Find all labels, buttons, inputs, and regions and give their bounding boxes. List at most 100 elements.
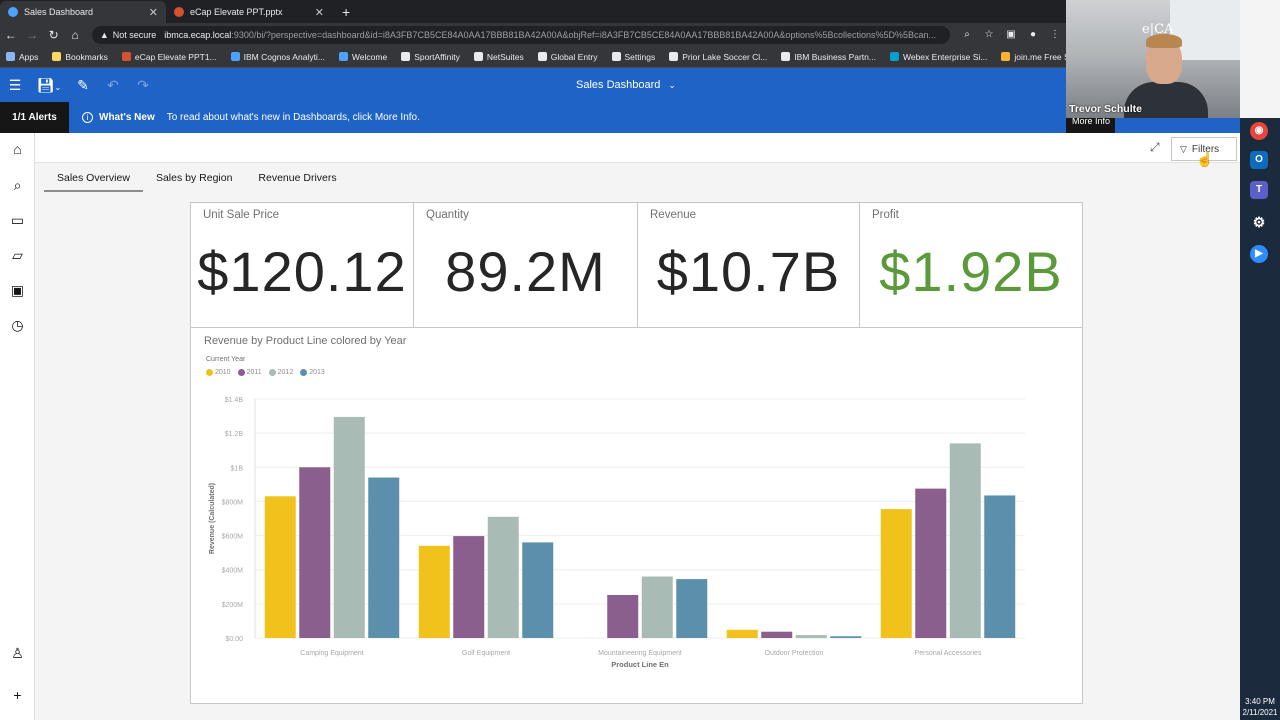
team-content-icon[interactable]: ▣	[10, 282, 25, 298]
back-icon[interactable]: ←	[4, 27, 17, 42]
browser-tab-title: eCap Elevate PPT.pptx	[190, 7, 283, 17]
outlook-icon[interactable]: O	[1250, 151, 1268, 169]
save-icon[interactable]: 💾︎⌄	[36, 76, 62, 93]
windows-taskbar: ◉ O T ⚙ ▶ 3:40 PM 2/11/2021	[1240, 118, 1280, 720]
dashboard-title[interactable]: Sales Dashboard ⌄	[576, 79, 676, 91]
alerts-count[interactable]: 1/1 Alerts	[0, 102, 69, 133]
bookmark-icon	[338, 52, 348, 61]
bookmark-item[interactable]: join.me Free Screen...	[1001, 52, 1098, 62]
y-tick-label: $1.4B	[225, 397, 244, 404]
kpi-value: 89.2M	[445, 240, 606, 303]
bookmark-item[interactable]: Welcome	[338, 51, 388, 62]
legend-item[interactable]: 2013	[300, 369, 325, 376]
redo-icon[interactable]: ↷	[137, 76, 149, 93]
y-tick-label: $0.00	[225, 636, 243, 643]
bookmark-item[interactable]: NetSuites	[473, 52, 524, 62]
x-tick-label: Outdoor Protection	[765, 650, 824, 657]
close-tab-icon[interactable]: ✕	[148, 6, 158, 19]
menu-icon[interactable]: ☰	[8, 76, 22, 93]
bookmark-item[interactable]: IBM Business Partn...	[781, 52, 876, 62]
tab-sales-overview[interactable]: Sales Overview	[44, 168, 143, 192]
kpi-profit[interactable]: Profit $1.92B	[859, 202, 1083, 328]
window-background	[1170, 0, 1240, 60]
kpi-label: Revenue	[650, 209, 697, 221]
bookmark-item[interactable]: Prior Lake Soccer Cl...	[669, 52, 767, 62]
alert-bar: 1/1 Alerts i What's New To read about wh…	[0, 102, 1115, 133]
zoom-icon[interactable]: ⌕	[964, 29, 970, 40]
expand-icon[interactable]: ⤢	[1150, 140, 1160, 154]
bookmark-icon	[52, 52, 62, 61]
legend-swatch	[206, 369, 213, 376]
search-icon[interactable]: ⌕	[13, 177, 22, 193]
legend-item[interactable]: 2010	[206, 369, 231, 376]
recent-icon[interactable]: ◷	[11, 317, 24, 333]
reload-icon[interactable]: ↻	[48, 27, 59, 42]
bookmark-item[interactable]: Settings	[611, 51, 656, 62]
browser-tab-ppt[interactable]: eCap Elevate PPT.pptx ✕	[166, 1, 332, 23]
bookmark-item[interactable]: SportAffinity	[401, 52, 460, 62]
menu-icon[interactable]: ⋮	[1050, 29, 1061, 40]
browser-tab-bar: Sales Dashboard ✕ eCap Elevate PPT.pptx …	[0, 0, 1066, 23]
bookmark-label: Welcome	[351, 51, 388, 62]
bar	[761, 631, 793, 638]
bookmark-item[interactable]: Webex Enterprise Si...	[889, 52, 987, 62]
home-icon[interactable]: ⌂	[71, 27, 79, 42]
legend-item[interactable]: 2012	[268, 369, 293, 376]
alert-message: To read about what's new in Dashboards, …	[166, 112, 420, 123]
forward-icon[interactable]: →	[26, 27, 39, 42]
edit-icon[interactable]: ✎	[77, 76, 89, 93]
bookmark-item[interactable]: eCap Elevate PPT1...	[121, 52, 217, 62]
bookmark-icon	[781, 52, 791, 61]
x-tick-label: Golf Equipment	[462, 650, 510, 657]
bookmark-icon	[230, 52, 240, 61]
profile-icon[interactable]: ●	[1030, 29, 1037, 40]
zoom-app-icon[interactable]: ▶	[1250, 245, 1268, 263]
new-tab-button[interactable]: +	[342, 4, 351, 20]
bookmark-item[interactable]: Global Entry	[537, 52, 598, 62]
settings-gear-icon[interactable]: ⚙	[1252, 214, 1266, 230]
legend-swatch	[268, 369, 276, 376]
y-tick-label: $1B	[231, 465, 244, 472]
browser-tab-sales-dashboard[interactable]: Sales Dashboard ✕	[0, 1, 166, 23]
manage-users-icon[interactable]: ♙	[11, 645, 24, 661]
kpi-revenue[interactable]: Revenue $10.7B	[637, 202, 860, 328]
hand-cursor-icon: ☝	[1196, 151, 1214, 167]
folder-icon[interactable]: ▱	[12, 247, 23, 263]
chrome-icon[interactable]: ◉	[1250, 122, 1268, 140]
bar	[830, 636, 862, 638]
legend-label: 2010	[215, 369, 231, 376]
chat-icon[interactable]: ▭	[10, 212, 25, 228]
chart-title: Revenue by Product Line colored by Year	[204, 335, 407, 347]
y-tick-label: $600M	[222, 534, 244, 541]
legend-item[interactable]: 2011	[237, 369, 262, 376]
bookmark-icon	[611, 52, 621, 61]
revenue-chart-widget[interactable]: Revenue by Product Line colored by Year …	[190, 327, 1083, 704]
bookmark-star-icon[interactable]: ☆	[984, 29, 994, 40]
kpi-quantity[interactable]: Quantity 89.2M	[413, 202, 638, 328]
new-icon[interactable]: +	[13, 687, 22, 703]
bookmarks-bar: Apps Bookmarks eCap Elevate PPT1... IBM Cog…	[0, 46, 1098, 68]
system-clock[interactable]: 3:40 PM 2/11/2021	[1240, 696, 1280, 718]
bookmark-item[interactable]: Apps	[6, 52, 38, 62]
bookmark-label: Bookmarks	[65, 51, 108, 62]
url-path: :9300/bi/?perspective=dashboard&id=i8A3F…	[231, 29, 937, 40]
y-tick-label: $400M	[222, 568, 244, 575]
bookmark-label: Settings	[624, 51, 656, 62]
filters-button[interactable]: ▽ Filters	[1171, 137, 1237, 161]
tab-sales-by-region[interactable]: Sales by Region	[155, 172, 233, 184]
warning-icon: ▲	[99, 29, 109, 40]
webcam-video: e|CA Trevor Schulte	[1066, 0, 1240, 118]
kpi-unit-sale-price[interactable]: Unit Sale Price $120.12	[190, 202, 414, 328]
tab-revenue-drivers[interactable]: Revenue Drivers	[258, 172, 337, 184]
address-bar[interactable]: ▲ Not secure ibmca.ecap.local :9300/bi/?…	[91, 25, 951, 44]
close-tab-icon[interactable]: ✕	[314, 6, 324, 19]
undo-icon[interactable]: ↶	[107, 76, 119, 93]
teams-icon[interactable]: T	[1250, 181, 1268, 199]
x-axis-label: Product Line En	[611, 660, 669, 669]
bookmark-item[interactable]: Bookmarks	[52, 52, 108, 62]
bookmark-item[interactable]: IBM Cognos Analyti...	[230, 52, 325, 62]
home-icon[interactable]: ⌂	[13, 141, 22, 157]
x-tick-label: Camping Equipment	[300, 650, 363, 657]
extension-icon[interactable]: ▣	[1006, 29, 1016, 40]
